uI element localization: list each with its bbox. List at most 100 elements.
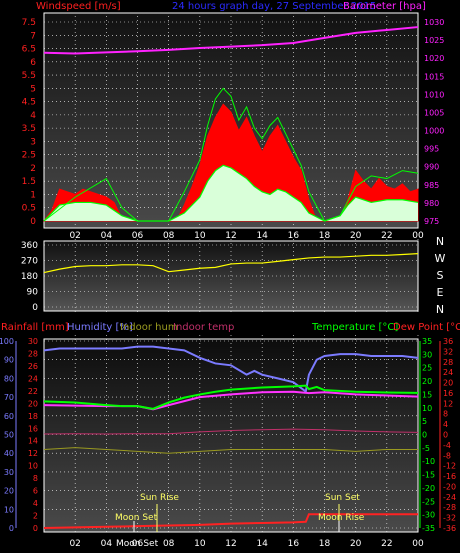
x-tick-label: 10 xyxy=(194,231,206,241)
direction-tick-label: 360 xyxy=(21,241,38,251)
x-tick-label: 00 xyxy=(412,231,424,241)
humidity-axis-title: Humidity [%] xyxy=(67,322,133,333)
x-tick-label: 12 xyxy=(225,231,236,241)
compass-label: E xyxy=(437,286,444,299)
wind-tick-label: 5 xyxy=(30,84,36,94)
wind-tick-label: 0.5 xyxy=(22,204,36,214)
x-tick-label: 04 xyxy=(101,231,113,241)
dew-tick-label: 12 xyxy=(443,399,453,408)
wind-tick-label: 6 xyxy=(30,58,36,68)
dew-point-axis-title: Dew Point [°C] xyxy=(393,322,460,333)
rain-tick-label: 28 xyxy=(28,349,38,358)
wind-tick-label: 3 xyxy=(30,137,36,147)
x-tick-label: 12 xyxy=(225,539,236,549)
rainfall-line xyxy=(43,513,418,529)
wind-tick-label: 7 xyxy=(30,31,36,41)
dew-tick-label: -20 xyxy=(443,482,456,491)
x-tick-label: 20 xyxy=(350,539,362,549)
temperature-tick-label: 0 xyxy=(422,431,427,440)
dew-tick-label: -28 xyxy=(443,503,456,512)
temperature-tick-label: -35 xyxy=(422,524,435,533)
temperature-tick-label: -20 xyxy=(422,484,435,493)
baro-tick-label: 995 xyxy=(424,145,439,154)
x-tick-label: 22 xyxy=(381,231,392,241)
temperature-tick-label: 15 xyxy=(422,390,432,399)
x-tick-label: 08 xyxy=(163,539,175,549)
temperature-tick-label: 35 xyxy=(422,337,432,346)
wind-tick-label: 4.5 xyxy=(22,98,36,108)
baro-tick-label: 975 xyxy=(424,217,439,226)
compass-label: W xyxy=(435,252,446,265)
baro-tick-label: 1030 xyxy=(424,18,444,27)
temperature-tick-label: 10 xyxy=(422,404,432,413)
humidity-line xyxy=(43,345,419,394)
axis-ticks: 0202040406060808101012121414161618182020… xyxy=(0,18,456,549)
humidity-tick-label: 10 xyxy=(4,505,14,514)
wind-tick-label: 1 xyxy=(30,190,36,200)
dew-tick-label: -24 xyxy=(443,493,456,502)
baro-tick-label: 1010 xyxy=(424,90,444,99)
rain-tick-label: 14 xyxy=(28,437,38,446)
windspeed-axis-title: Windspeed [m/s] xyxy=(36,1,121,12)
baro-tick-label: 980 xyxy=(424,199,439,208)
rain-tick-label: 20 xyxy=(28,399,38,408)
grid-lines xyxy=(44,16,419,534)
dew-tick-label: -12 xyxy=(443,462,456,471)
temperature-tick-label: -10 xyxy=(422,457,435,466)
humidity-tick-label: 100 xyxy=(0,337,14,346)
direction-tick-label: 180 xyxy=(21,272,38,282)
x-tick-label: 18 xyxy=(319,539,331,549)
temperature-tick-label: -15 xyxy=(422,471,435,480)
x-tick-label: 02 xyxy=(69,231,80,241)
direction-tick-label: 0 xyxy=(32,303,38,313)
compass-label: N xyxy=(436,303,444,316)
x-tick-label: 04 xyxy=(101,539,113,549)
average-wind-area xyxy=(44,165,418,221)
rain-tick-label: 22 xyxy=(28,387,38,396)
rain-tick-label: 2 xyxy=(33,512,38,521)
dew-tick-label: -16 xyxy=(443,472,456,481)
dew-tick-label: 16 xyxy=(443,389,453,398)
average-wind-line xyxy=(43,164,419,222)
humidity-tick-label: 40 xyxy=(4,449,14,458)
indoor-temp-line xyxy=(43,428,419,435)
direction-tick-label: 270 xyxy=(21,257,38,267)
x-tick-label: 18 xyxy=(319,231,331,241)
temperature-tick-label: 25 xyxy=(422,364,432,373)
dew-tick-label: 20 xyxy=(443,379,453,388)
moon-rise-label: Moon Rise xyxy=(318,513,365,523)
x-tick-label: 22 xyxy=(381,539,392,549)
wind-tick-label: 2.5 xyxy=(22,151,36,161)
temperature-tick-label: 30 xyxy=(422,350,432,359)
sun-set-label: Sun Set xyxy=(325,493,360,503)
rain-tick-label: 6 xyxy=(33,487,38,496)
humidity-tick-label: 90 xyxy=(4,356,14,365)
baro-tick-label: 1015 xyxy=(424,72,444,81)
compass-label: N xyxy=(436,235,444,248)
x-tick-label: 16 xyxy=(288,231,300,241)
rain-tick-label: 18 xyxy=(28,412,38,421)
sun-rise-label: Sun Rise xyxy=(140,493,179,503)
x-tick-label: 14 xyxy=(256,231,268,241)
dew-tick-label: 24 xyxy=(443,368,453,377)
dew-tick-label: 4 xyxy=(443,420,448,429)
rain-tick-label: 26 xyxy=(28,362,38,371)
indoor-temp-legend: Indoor temp xyxy=(173,322,234,333)
wind-tick-label: 5.5 xyxy=(22,71,36,81)
windspeed-area xyxy=(43,103,419,222)
x-tick-label: 08 xyxy=(163,231,175,241)
dew-tick-label: 28 xyxy=(443,358,453,367)
temperature-tick-label: 20 xyxy=(422,377,432,386)
temperature-tick-label: 5 xyxy=(422,417,427,426)
wind-tick-label: 7.5 xyxy=(22,18,36,28)
rain-tick-label: 24 xyxy=(28,374,38,383)
indoor-hum-legend: Indoor hum xyxy=(120,322,178,333)
temperature-tick-label: -25 xyxy=(422,497,435,506)
series-layer xyxy=(43,26,419,529)
compass-label: S xyxy=(437,269,444,282)
barometer-line xyxy=(43,26,419,55)
temperature-tick-label: -5 xyxy=(422,444,430,453)
wind-tick-label: 1.5 xyxy=(22,177,36,187)
rain-tick-label: 16 xyxy=(28,424,38,433)
indoor-humidity-line xyxy=(43,447,418,454)
